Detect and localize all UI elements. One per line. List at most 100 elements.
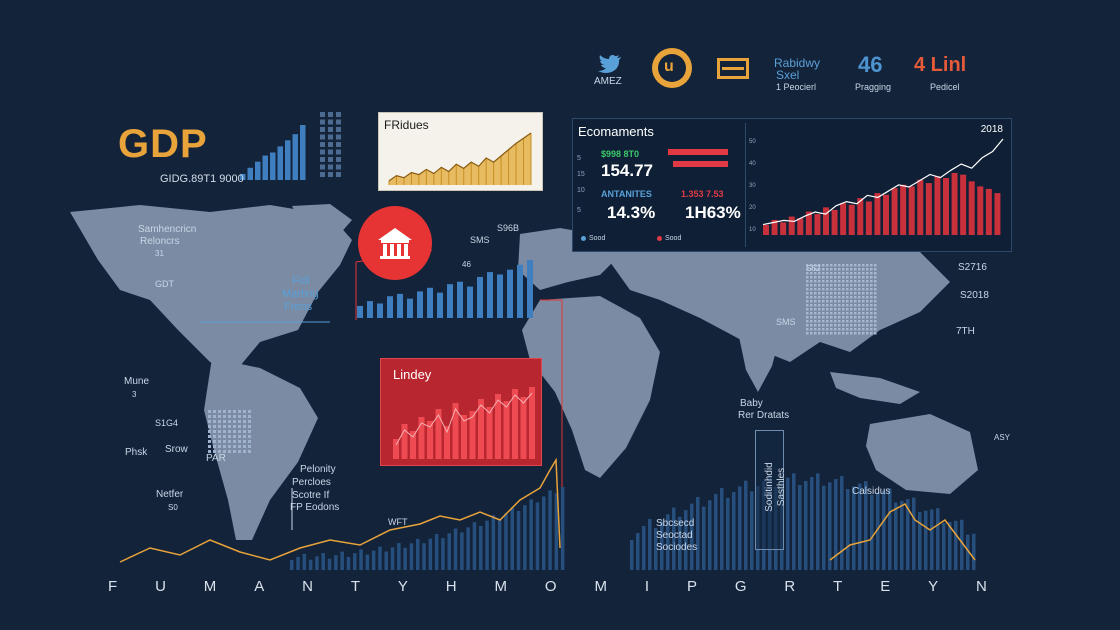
- grid-dot: [208, 415, 211, 418]
- stack-label: Seoctad: [656, 530, 693, 541]
- grid-dot: [842, 320, 845, 323]
- grid-dot: [830, 312, 833, 315]
- axis-letter: E: [880, 578, 892, 595]
- grid-dot: [846, 288, 849, 291]
- home-button[interactable]: [358, 206, 432, 280]
- bottom-bar: [453, 528, 458, 570]
- dash-bar: [917, 179, 924, 235]
- grid-dot: [842, 308, 845, 311]
- map-label: Reloncrs: [140, 236, 180, 247]
- menu-icon[interactable]: [717, 58, 749, 79]
- brand-logo-icon[interactable]: u: [652, 48, 692, 88]
- grid-dot: [846, 268, 849, 271]
- dashboard-tick: 5: [577, 207, 581, 214]
- white-chart-panel[interactable]: FRidues: [378, 112, 543, 191]
- axis-letter: Y: [397, 578, 409, 595]
- dash-bar: [848, 204, 855, 235]
- grid-cell: [320, 112, 325, 117]
- stat-1-label: Pragging: [855, 82, 892, 92]
- grid-dot: [846, 328, 849, 331]
- bottom-bar: [786, 477, 790, 570]
- grid-dot: [870, 312, 873, 315]
- grid-dot: [248, 425, 251, 428]
- grid-dot: [223, 425, 226, 428]
- center-bar: [517, 264, 523, 318]
- bottom-bar: [966, 534, 970, 570]
- grid-dot: [862, 312, 865, 315]
- grid-dot: [810, 288, 813, 291]
- grid-dot: [208, 425, 211, 428]
- bottom-bar: [726, 497, 730, 570]
- map-label: Rer Dratats: [738, 410, 790, 421]
- bottom-bar: [696, 497, 700, 570]
- grid-dot: [228, 440, 231, 443]
- grid-dot: [213, 445, 216, 448]
- grid-dot: [858, 308, 861, 311]
- grid-dot: [854, 316, 857, 319]
- grid-dot: [850, 272, 853, 275]
- grid-dot: [830, 300, 833, 303]
- vertical-label: Soditinhdid: [764, 462, 775, 512]
- grid-dot: [858, 316, 861, 319]
- twitter-icon[interactable]: [598, 55, 622, 73]
- grid-cell: [320, 157, 325, 162]
- grid-dot: [830, 308, 833, 311]
- grid-dot: [854, 312, 857, 315]
- grid-dot: [854, 284, 857, 287]
- kpi-bar-red: [673, 161, 728, 167]
- grid-dot: [842, 280, 845, 283]
- map-label: 7TH: [956, 326, 975, 337]
- grid-dot: [810, 284, 813, 287]
- grid-dot: [218, 430, 221, 433]
- center-bar: [487, 272, 493, 318]
- grid-dot: [208, 440, 211, 443]
- axis-letter: U: [155, 578, 167, 595]
- grid-dot: [228, 410, 231, 413]
- grid-dot: [838, 324, 841, 327]
- grid-dot: [870, 308, 873, 311]
- bottom-bar: [346, 556, 351, 570]
- grid-dot: [806, 304, 809, 307]
- grid-dot: [870, 272, 873, 275]
- bottom-bar: [864, 481, 868, 570]
- axis-letter: A: [254, 578, 266, 595]
- bottom-bar: [960, 519, 964, 570]
- grid-dot: [822, 268, 825, 271]
- grid-dot: [814, 276, 817, 279]
- map-label: Srow: [165, 444, 188, 455]
- red-chart-panel[interactable]: Lindey: [380, 358, 542, 466]
- grid-dot: [822, 292, 825, 295]
- red-bar: [410, 431, 416, 459]
- kpi-bar-red: [668, 149, 728, 155]
- dash-bar: [805, 211, 812, 235]
- grid-dot: [874, 296, 877, 299]
- grid-dot: [870, 304, 873, 307]
- grid-dot: [858, 332, 861, 335]
- grid-dot: [866, 288, 869, 291]
- grid-dot: [870, 296, 873, 299]
- grid-dot: [834, 312, 837, 315]
- grid-dot: [228, 450, 231, 453]
- grid-dot: [842, 284, 845, 287]
- grid-dot: [846, 292, 849, 295]
- grid-dot: [862, 292, 865, 295]
- grid-dot: [842, 324, 845, 327]
- map-label: S0: [168, 503, 178, 512]
- grid-dot: [806, 268, 809, 271]
- grid-dot: [218, 420, 221, 423]
- map-label: S2716: [958, 262, 987, 273]
- grid-dot: [818, 288, 821, 291]
- grid-dot: [842, 268, 845, 271]
- grid-dot: [233, 420, 236, 423]
- grid-dot: [248, 435, 251, 438]
- bottom-bar: [798, 485, 802, 570]
- axis-letter: T: [833, 578, 844, 595]
- map-label: S1G4: [155, 418, 179, 428]
- legend-text: Percloes: [292, 477, 331, 488]
- bottom-bar: [510, 507, 514, 570]
- grid-dot: [862, 320, 865, 323]
- economics-dashboard[interactable]: Ecomaments 2018 $998 8T0 154.77 ANTANITE…: [572, 118, 1012, 252]
- dashboard-chart: 50 40 30 20 10: [749, 138, 1004, 235]
- grid-dot: [834, 328, 837, 331]
- kpi-3-value: 1H63%: [685, 203, 741, 222]
